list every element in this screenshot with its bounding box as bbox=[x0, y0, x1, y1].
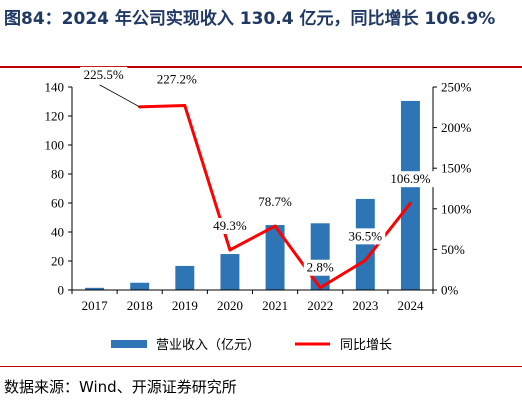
x-tick-label: 2021 bbox=[262, 298, 288, 313]
x-tick-label: 2017 bbox=[82, 298, 109, 313]
growth-point-2024 bbox=[408, 201, 412, 205]
growth-point-2023 bbox=[363, 258, 367, 262]
label-leader bbox=[99, 84, 140, 108]
data-label-2024: 106.9% bbox=[390, 171, 430, 186]
legend-bar-swatch bbox=[111, 340, 147, 348]
data-label-backing bbox=[303, 259, 337, 276]
bar-2017 bbox=[85, 287, 105, 290]
chart-title: 图84：2024 年公司实现收入 130.4 亿元，同比增长 106.9% bbox=[4, 9, 496, 29]
legend-line-label: 同比增长 bbox=[340, 338, 392, 353]
left-tick-label: 80 bbox=[51, 167, 64, 182]
right-tick-label: 200% bbox=[441, 120, 472, 135]
right-tick-label: 100% bbox=[441, 201, 472, 216]
data-label-backing bbox=[209, 217, 250, 234]
left-tick-label: 100 bbox=[45, 138, 65, 153]
bar-2023 bbox=[355, 198, 375, 290]
x-tick-label: 2023 bbox=[352, 298, 378, 313]
data-label-backing bbox=[386, 171, 435, 188]
data-label-backing bbox=[345, 228, 386, 245]
title-rule bbox=[0, 66, 522, 68]
bar-2024 bbox=[400, 100, 420, 290]
right-tick-label: 250% bbox=[441, 80, 472, 95]
data-label-2019: 227.2% bbox=[157, 72, 197, 87]
data-label-2018: 225.5% bbox=[84, 67, 124, 82]
left-tick-label: 60 bbox=[51, 196, 64, 211]
legend-bar-label: 营业收入（亿元） bbox=[156, 338, 260, 353]
left-tick-label: 20 bbox=[51, 254, 64, 269]
bar-2018 bbox=[130, 282, 150, 290]
data-label-backing bbox=[255, 194, 296, 211]
right-tick-label: 0% bbox=[441, 283, 459, 298]
x-tick-label: 2020 bbox=[217, 298, 243, 313]
data-label-backing bbox=[153, 71, 201, 88]
x-tick-label: 2024 bbox=[397, 298, 424, 313]
left-tick-label: 40 bbox=[51, 225, 64, 240]
growth-point-2019 bbox=[183, 104, 187, 108]
left-tick-label: 120 bbox=[45, 109, 65, 124]
growth-point-2020 bbox=[228, 248, 232, 252]
x-tick-label: 2018 bbox=[127, 298, 153, 313]
right-tick-label: 150% bbox=[441, 161, 472, 176]
data-label-2022: 2.8% bbox=[307, 260, 334, 275]
bar-2021 bbox=[265, 225, 285, 290]
data-source: 数据来源：Wind、开源证券研究所 bbox=[4, 378, 237, 396]
x-tick-label: 2022 bbox=[307, 298, 333, 313]
left-tick-label: 0 bbox=[58, 283, 65, 298]
data-label-2021: 78.7% bbox=[258, 194, 292, 209]
left-tick-label: 140 bbox=[45, 80, 65, 95]
data-label-2020: 49.3% bbox=[213, 218, 247, 233]
source-rule bbox=[0, 366, 522, 367]
bar-2020 bbox=[220, 254, 240, 290]
growth-point-2021 bbox=[273, 224, 277, 228]
x-tick-label: 2019 bbox=[172, 298, 198, 313]
growth-point-2022 bbox=[318, 286, 322, 290]
bar-2019 bbox=[175, 265, 195, 290]
right-tick-label: 50% bbox=[441, 242, 465, 257]
data-label-2023: 36.5% bbox=[349, 228, 383, 243]
data-label-backing bbox=[80, 66, 128, 83]
